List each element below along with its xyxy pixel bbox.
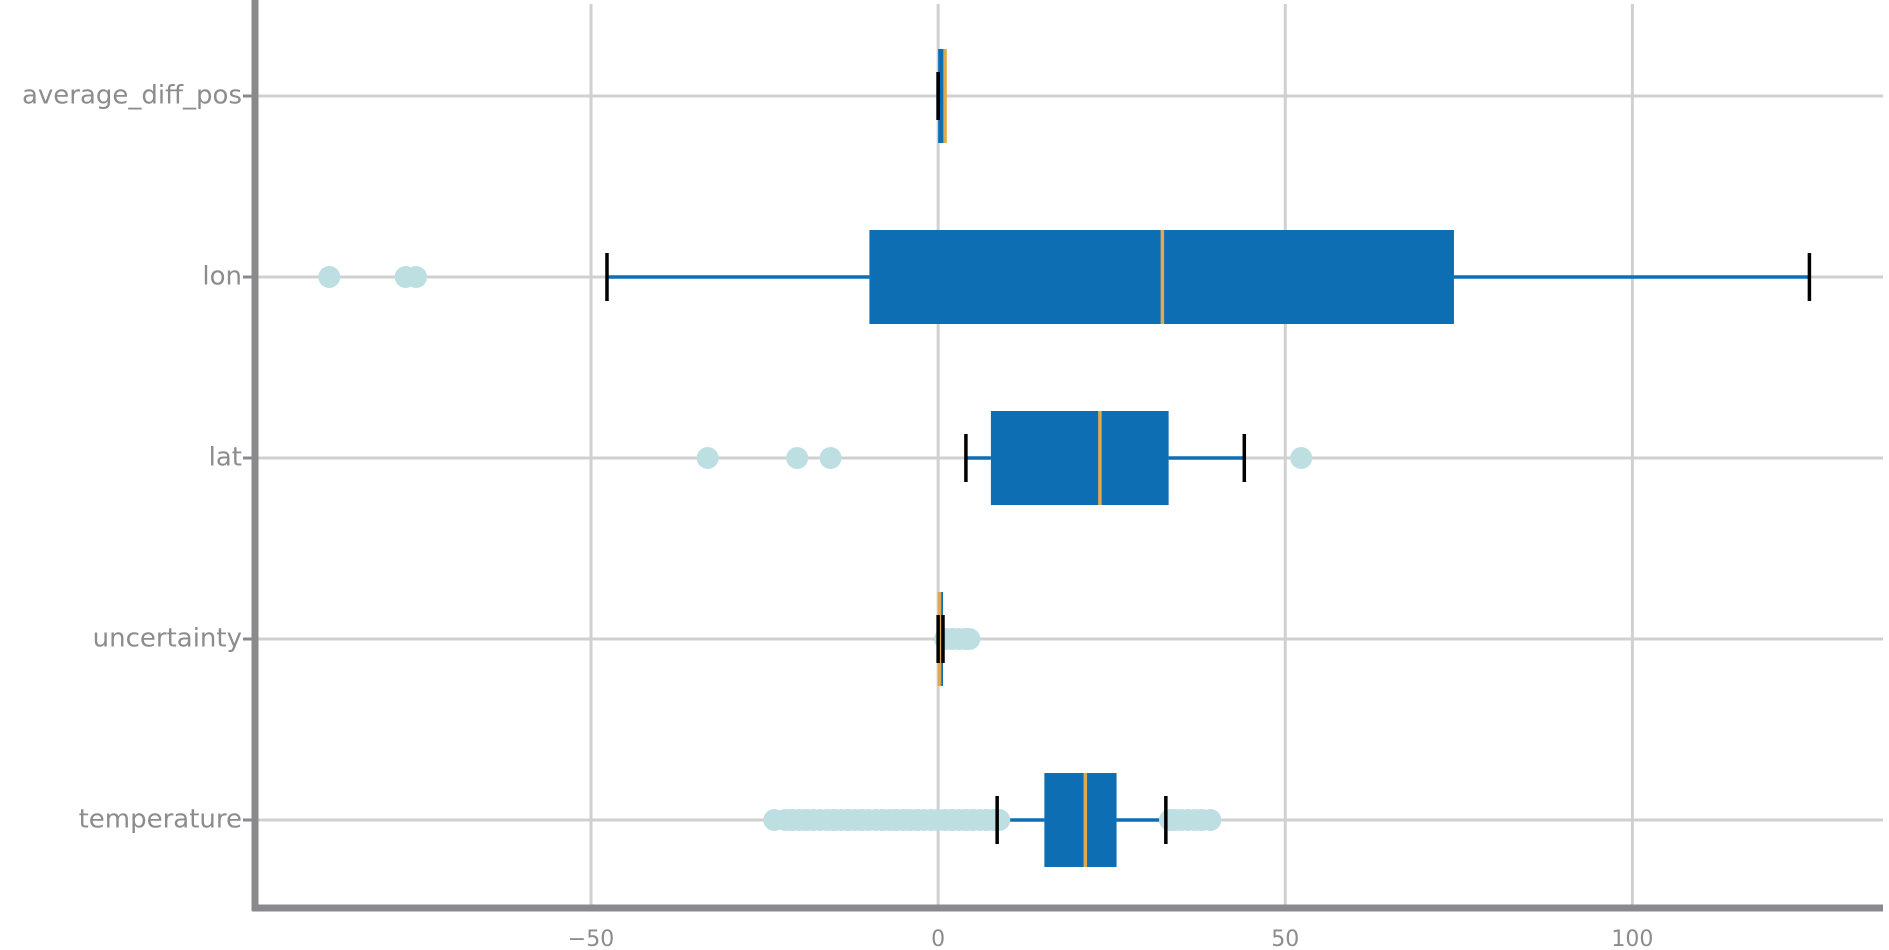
box	[1044, 773, 1117, 867]
y-tick-label: lat	[209, 443, 242, 473]
outlier	[786, 447, 809, 469]
box	[990, 411, 1169, 505]
x-tick-label: 50	[1271, 927, 1299, 950]
outlier	[696, 447, 719, 469]
outlier	[988, 809, 1011, 831]
y-tick-label: average_diff_pos	[22, 81, 242, 111]
outlier	[318, 266, 341, 288]
y-tick-label: temperature	[79, 805, 242, 835]
outlier	[1290, 447, 1313, 469]
outlier	[958, 628, 981, 650]
x-tick-label: −50	[568, 927, 614, 950]
box	[938, 49, 944, 143]
outlier	[405, 266, 428, 288]
x-tick-label: 100	[1611, 927, 1653, 950]
x-tick-label: 0	[931, 927, 945, 950]
outlier	[1199, 809, 1222, 831]
outlier	[819, 447, 842, 469]
y-tick-label: uncertainty	[93, 624, 242, 654]
y-tick-label: lon	[202, 262, 242, 292]
